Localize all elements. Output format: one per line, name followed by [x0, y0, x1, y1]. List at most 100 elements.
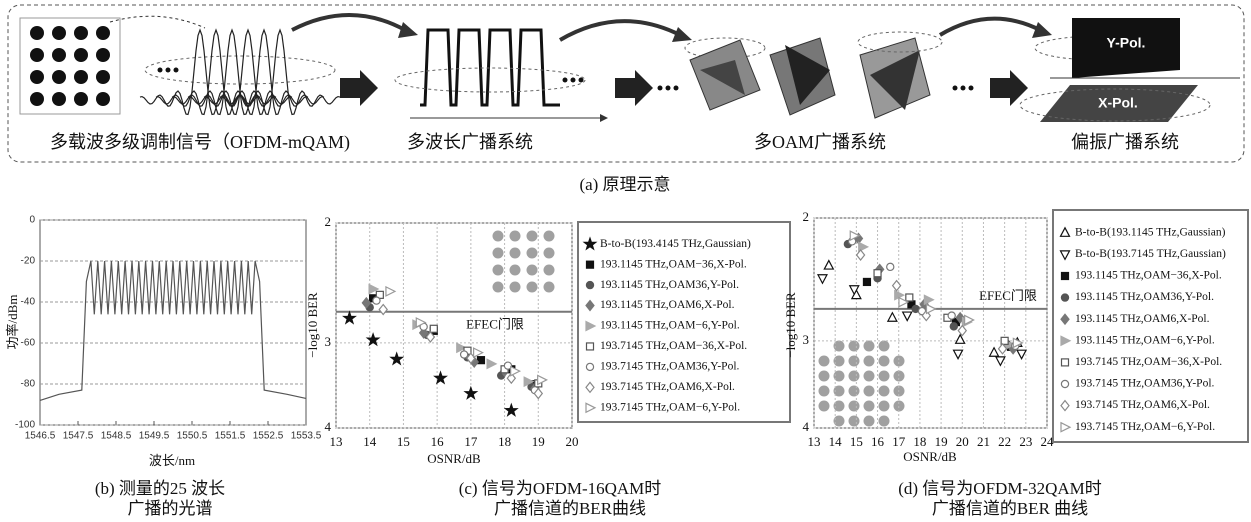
y-tick-label: 3: [803, 332, 810, 347]
y-tick-label: -80: [21, 379, 36, 390]
x-tick-label: 1553.5: [291, 431, 322, 442]
caption: (c) 信号为OFDM-16QAM时: [459, 479, 662, 498]
constellation-cloud: [864, 401, 875, 412]
y-tick-label: 3: [325, 334, 332, 349]
caption: 广播的光谱: [128, 499, 213, 518]
stage-label: 多波长广播系统: [407, 132, 533, 152]
legend-label: 193.7145 THz,OAM−6,Y-Pol.: [1075, 421, 1215, 433]
constellation-cloud: [544, 248, 555, 259]
stage-label: 偏振广播系统: [1071, 132, 1179, 152]
ellipsis-dot: [674, 86, 679, 91]
constellation-cloud: [493, 282, 504, 293]
x-tick-label: 23: [1019, 434, 1032, 449]
x-axis-label: OSNR/dB: [903, 449, 957, 464]
ellipsis-dot: [166, 68, 171, 73]
legend-label: 193.7145 THz,OAM−36,X-Pol.: [1075, 356, 1222, 368]
x-tick-label: 1550.5: [177, 431, 208, 442]
constellation-cloud: [834, 356, 845, 367]
caption: 广播信道的BER 曲线: [932, 499, 1088, 518]
block-arrow: [990, 70, 1028, 106]
symbol-dot: [96, 70, 110, 84]
wavelength-channels: [420, 30, 560, 105]
symbol-dot: [52, 92, 66, 106]
ellipsis-dot: [666, 86, 671, 91]
x-tick-label: 13: [808, 434, 821, 449]
constellation-cloud: [849, 401, 860, 412]
legend-marker: [586, 363, 593, 370]
caption: (a) 原理示意: [579, 175, 670, 194]
arrow-head: [1032, 22, 1052, 38]
symbol-dot: [74, 48, 88, 62]
x-tick-label: 14: [829, 434, 843, 449]
constellation-cloud: [849, 356, 860, 367]
y-axis-label: −log10 BER: [783, 292, 798, 358]
constellation-cloud: [527, 282, 538, 293]
point: [477, 357, 484, 364]
block-arrow: [615, 70, 653, 106]
constellation-cloud: [879, 416, 890, 427]
ellipsis-dot: [579, 78, 584, 83]
x-tick-label: 22: [998, 434, 1011, 449]
constellation-cloud: [819, 371, 830, 382]
arrow-head: [600, 114, 608, 122]
constellation-cloud: [493, 265, 504, 276]
ellipsis-dot: [563, 78, 568, 83]
constellation-cloud: [493, 231, 504, 242]
legend-label: 193.7145 THz,OAM−36,X-Pol.: [600, 340, 747, 352]
point: [874, 270, 881, 277]
arrow-head: [398, 22, 418, 38]
y-axis-label: 功率/dBm: [5, 295, 20, 350]
constellation-cloud: [544, 265, 555, 276]
x-tick-label: 1547.5: [63, 431, 94, 442]
plot-area: [40, 220, 306, 425]
x-axis-label: OSNR/dB: [427, 451, 481, 466]
constellation-cloud: [819, 401, 830, 412]
legend-label: 193.1145 THz,OAM6,X-Pol.: [1075, 313, 1210, 325]
x-tick-label: 19: [532, 434, 545, 449]
y-axis-label: −log10 BER: [305, 292, 320, 358]
point: [373, 297, 380, 304]
constellation-cloud: [544, 231, 555, 242]
legend-label: 193.1145 THz,OAM−36,X-Pol.: [1075, 270, 1222, 282]
point: [461, 351, 468, 358]
y-tick-label: 4: [325, 419, 332, 434]
constellation-cloud: [849, 386, 860, 397]
symbol-dot: [74, 26, 88, 40]
point: [950, 323, 957, 330]
constellation-cloud: [493, 248, 504, 259]
legend-label: 193.1145 THz,OAM6,X-Pol.: [600, 299, 735, 311]
x-tick-label: 19: [935, 434, 948, 449]
legend-label: 193.7145 THz,OAM6,X-Pol.: [1075, 399, 1210, 411]
constellation-cloud: [864, 341, 875, 352]
constellation-cloud: [864, 356, 875, 367]
annotation: EFEC门限: [979, 288, 1037, 303]
caption: 广播信道的BER曲线: [494, 499, 646, 518]
ellipsis-dot: [969, 86, 974, 91]
x-tick-label: 20: [566, 434, 579, 449]
y-tick-label: -100: [15, 420, 35, 431]
point: [887, 263, 894, 270]
x-tick-label: 16: [431, 434, 445, 449]
x-tick-label: 15: [397, 434, 410, 449]
point: [430, 325, 437, 332]
constellation-cloud: [864, 386, 875, 397]
legend-label: 193.7145 THz,OAM36,Y-Pol.: [600, 361, 740, 373]
legend-label: B-to-B(193.1145 THz,Gaussian): [1075, 226, 1226, 238]
x-tick-label: 1546.5: [25, 431, 56, 442]
constellation-cloud: [849, 416, 860, 427]
constellation-cloud: [879, 356, 890, 367]
point: [906, 294, 913, 301]
point: [863, 278, 870, 285]
x-tick-label: 13: [330, 434, 343, 449]
legend-label: B-to-B(193.7145 THz,Gaussian): [1075, 248, 1226, 260]
symbol-dot: [96, 48, 110, 62]
symbol-dot: [74, 70, 88, 84]
constellation-cloud: [849, 371, 860, 382]
y-tick-label: -20: [21, 256, 36, 267]
ellipsis-dot: [953, 86, 958, 91]
symbol-dot: [96, 92, 110, 106]
x-tick-label: 18: [498, 434, 511, 449]
block-arrow: [340, 70, 378, 106]
constellation-cloud: [879, 386, 890, 397]
constellation-cloud: [894, 356, 905, 367]
